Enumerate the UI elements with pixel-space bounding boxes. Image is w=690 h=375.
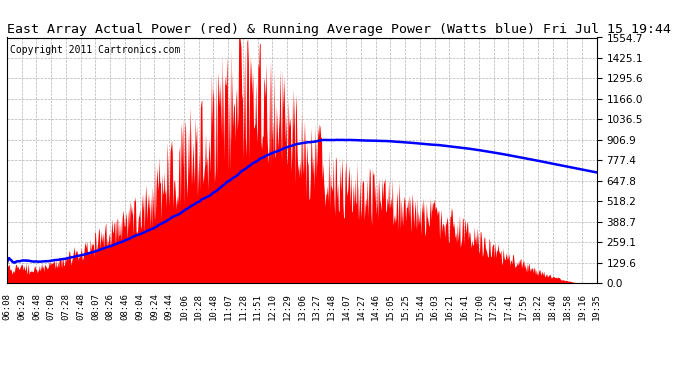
Text: Copyright 2011 Cartronics.com: Copyright 2011 Cartronics.com	[10, 45, 180, 55]
Text: East Array Actual Power (red) & Running Average Power (Watts blue) Fri Jul 15 19: East Array Actual Power (red) & Running …	[7, 23, 671, 36]
